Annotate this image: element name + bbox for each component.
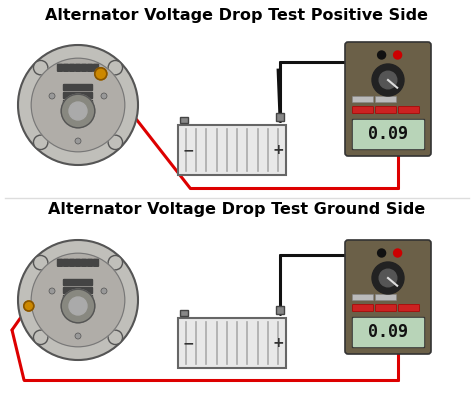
Circle shape <box>61 94 95 128</box>
FancyBboxPatch shape <box>375 97 396 103</box>
Circle shape <box>379 269 397 287</box>
Circle shape <box>31 253 125 347</box>
FancyBboxPatch shape <box>88 64 92 71</box>
Circle shape <box>31 58 125 152</box>
Bar <box>352 119 424 149</box>
Text: 0.09: 0.09 <box>368 125 408 143</box>
Circle shape <box>101 288 107 294</box>
Circle shape <box>379 71 397 89</box>
Circle shape <box>108 61 123 75</box>
FancyBboxPatch shape <box>345 240 431 354</box>
Circle shape <box>34 255 48 270</box>
Bar <box>178 318 286 368</box>
Circle shape <box>108 255 123 270</box>
Circle shape <box>372 64 404 96</box>
Circle shape <box>34 61 48 75</box>
Circle shape <box>34 135 48 149</box>
FancyBboxPatch shape <box>88 259 92 266</box>
FancyBboxPatch shape <box>57 64 63 71</box>
FancyBboxPatch shape <box>75 64 81 71</box>
FancyBboxPatch shape <box>64 288 92 294</box>
FancyBboxPatch shape <box>75 259 81 266</box>
Text: −: − <box>182 143 194 157</box>
FancyBboxPatch shape <box>64 92 92 99</box>
Circle shape <box>49 93 55 99</box>
Text: Alternator Voltage Drop Test Positive Side: Alternator Voltage Drop Test Positive Si… <box>46 8 428 23</box>
FancyBboxPatch shape <box>93 64 99 71</box>
Circle shape <box>372 262 404 294</box>
FancyBboxPatch shape <box>353 305 374 312</box>
FancyBboxPatch shape <box>353 294 374 301</box>
FancyBboxPatch shape <box>93 259 99 266</box>
Text: 0.09: 0.09 <box>368 323 408 341</box>
Text: +: + <box>272 143 284 157</box>
Circle shape <box>378 51 386 59</box>
FancyBboxPatch shape <box>64 259 69 266</box>
Bar <box>178 125 286 175</box>
Circle shape <box>24 301 34 311</box>
Circle shape <box>393 249 401 257</box>
Circle shape <box>18 45 138 165</box>
FancyBboxPatch shape <box>375 305 396 312</box>
Bar <box>180 310 188 316</box>
FancyBboxPatch shape <box>64 279 92 285</box>
FancyBboxPatch shape <box>375 294 396 301</box>
Bar <box>352 317 424 347</box>
Text: −: − <box>182 336 194 350</box>
Circle shape <box>378 249 386 257</box>
FancyBboxPatch shape <box>57 259 63 266</box>
Bar <box>276 113 284 121</box>
Circle shape <box>108 135 123 149</box>
Circle shape <box>108 330 123 345</box>
Bar <box>180 117 188 123</box>
Bar <box>353 318 423 346</box>
FancyBboxPatch shape <box>345 42 431 156</box>
Circle shape <box>95 68 107 80</box>
Circle shape <box>69 102 87 120</box>
FancyBboxPatch shape <box>64 84 92 90</box>
FancyBboxPatch shape <box>82 64 86 71</box>
FancyBboxPatch shape <box>70 64 74 71</box>
Circle shape <box>18 240 138 360</box>
FancyBboxPatch shape <box>353 97 374 103</box>
Text: Alternator Voltage Drop Test Ground Side: Alternator Voltage Drop Test Ground Side <box>48 202 426 217</box>
Text: +: + <box>272 336 284 350</box>
Circle shape <box>101 93 107 99</box>
FancyBboxPatch shape <box>399 305 419 312</box>
Bar <box>353 120 423 148</box>
FancyBboxPatch shape <box>64 64 69 71</box>
Bar <box>276 306 284 314</box>
FancyBboxPatch shape <box>64 101 92 107</box>
Circle shape <box>61 289 95 323</box>
Circle shape <box>75 333 81 339</box>
FancyBboxPatch shape <box>353 107 374 114</box>
Circle shape <box>75 138 81 144</box>
FancyBboxPatch shape <box>82 259 86 266</box>
Circle shape <box>393 51 401 59</box>
FancyBboxPatch shape <box>64 296 92 301</box>
Circle shape <box>49 288 55 294</box>
Circle shape <box>69 297 87 315</box>
FancyBboxPatch shape <box>399 107 419 114</box>
FancyBboxPatch shape <box>375 107 396 114</box>
Circle shape <box>34 330 48 345</box>
FancyBboxPatch shape <box>70 259 74 266</box>
